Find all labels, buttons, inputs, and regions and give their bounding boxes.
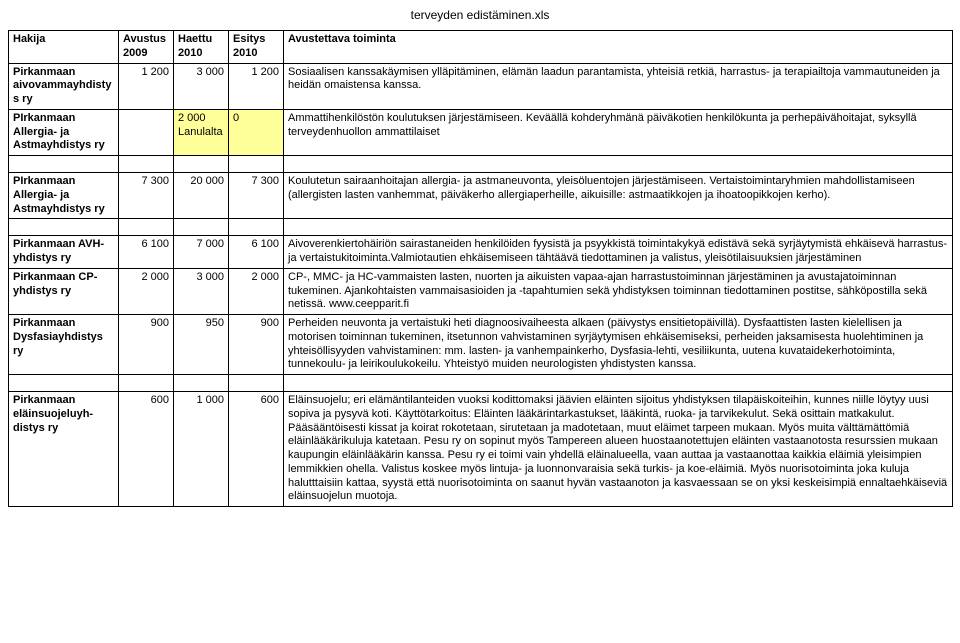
haettu-cell: 2 000 Lanulalta	[174, 109, 229, 155]
description-cell: Aivoverenkiertohäiriön sairastaneiden he…	[284, 236, 953, 269]
avustus-cell: 6 100	[119, 236, 174, 269]
description-cell: Eläinsuojelu; eri elämäntilanteiden vuok…	[284, 392, 953, 507]
haettu-cell: 7 000	[174, 236, 229, 269]
applicant-cell: PIrkanmaan Allergia- ja Astmayhdistys ry	[9, 173, 119, 219]
esitys-cell: 0	[229, 109, 284, 155]
grants-table: Hakija Avustus 2009 Haettu 2010 Esitys 2…	[8, 30, 953, 507]
col-haettu: Haettu 2010	[174, 31, 229, 64]
col-toiminta: Avustettava toiminta	[284, 31, 953, 64]
haettu-cell: 20 000	[174, 173, 229, 219]
description-cell: Ammattihenkilöstön koulutuksen järjestäm…	[284, 109, 953, 155]
haettu-cell: 3 000	[174, 268, 229, 314]
esitys-cell: 600	[229, 392, 284, 507]
description-cell: Perheiden neuvonta ja vertaistuki heti d…	[284, 315, 953, 375]
applicant-cell: Pirkanmaan aivovammayhdistys ry	[9, 63, 119, 109]
avustus-cell: 600	[119, 392, 174, 507]
esitys-cell: 900	[229, 315, 284, 375]
esitys-cell: 2 000	[229, 268, 284, 314]
avustus-cell: 2 000	[119, 268, 174, 314]
col-esitys: Esitys 2010	[229, 31, 284, 64]
avustus-cell: 900	[119, 315, 174, 375]
applicant-cell: Pirkanmaan AVH-yhdistys ry	[9, 236, 119, 269]
document-title: terveyden edistäminen.xls	[8, 8, 952, 22]
haettu-cell: 950	[174, 315, 229, 375]
haettu-cell: 1 000	[174, 392, 229, 507]
avustus-cell: 1 200	[119, 63, 174, 109]
applicant-cell: Pirkanmaan eläinsuojeluyh-distys ry	[9, 392, 119, 507]
esitys-cell: 7 300	[229, 173, 284, 219]
col-hakija: Hakija	[9, 31, 119, 64]
applicant-cell: Pirkanmaan Dysfasiayhdistys ry	[9, 315, 119, 375]
haettu-cell: 3 000	[174, 63, 229, 109]
description-cell: Koulutetun sairaanhoitajan allergia- ja …	[284, 173, 953, 219]
esitys-cell: 1 200	[229, 63, 284, 109]
description-cell: CP-, MMC- ja HC-vammaisten lasten, nuort…	[284, 268, 953, 314]
applicant-cell: PIrkanmaan Allergia- ja Astmayhdistys ry	[9, 109, 119, 155]
col-avustus: Avustus 2009	[119, 31, 174, 64]
avustus-cell: 7 300	[119, 173, 174, 219]
applicant-cell: Pirkanmaan CP-yhdistys ry	[9, 268, 119, 314]
avustus-cell	[119, 109, 174, 155]
description-cell: Sosiaalisen kanssakäymisen ylläpitäminen…	[284, 63, 953, 109]
esitys-cell: 6 100	[229, 236, 284, 269]
